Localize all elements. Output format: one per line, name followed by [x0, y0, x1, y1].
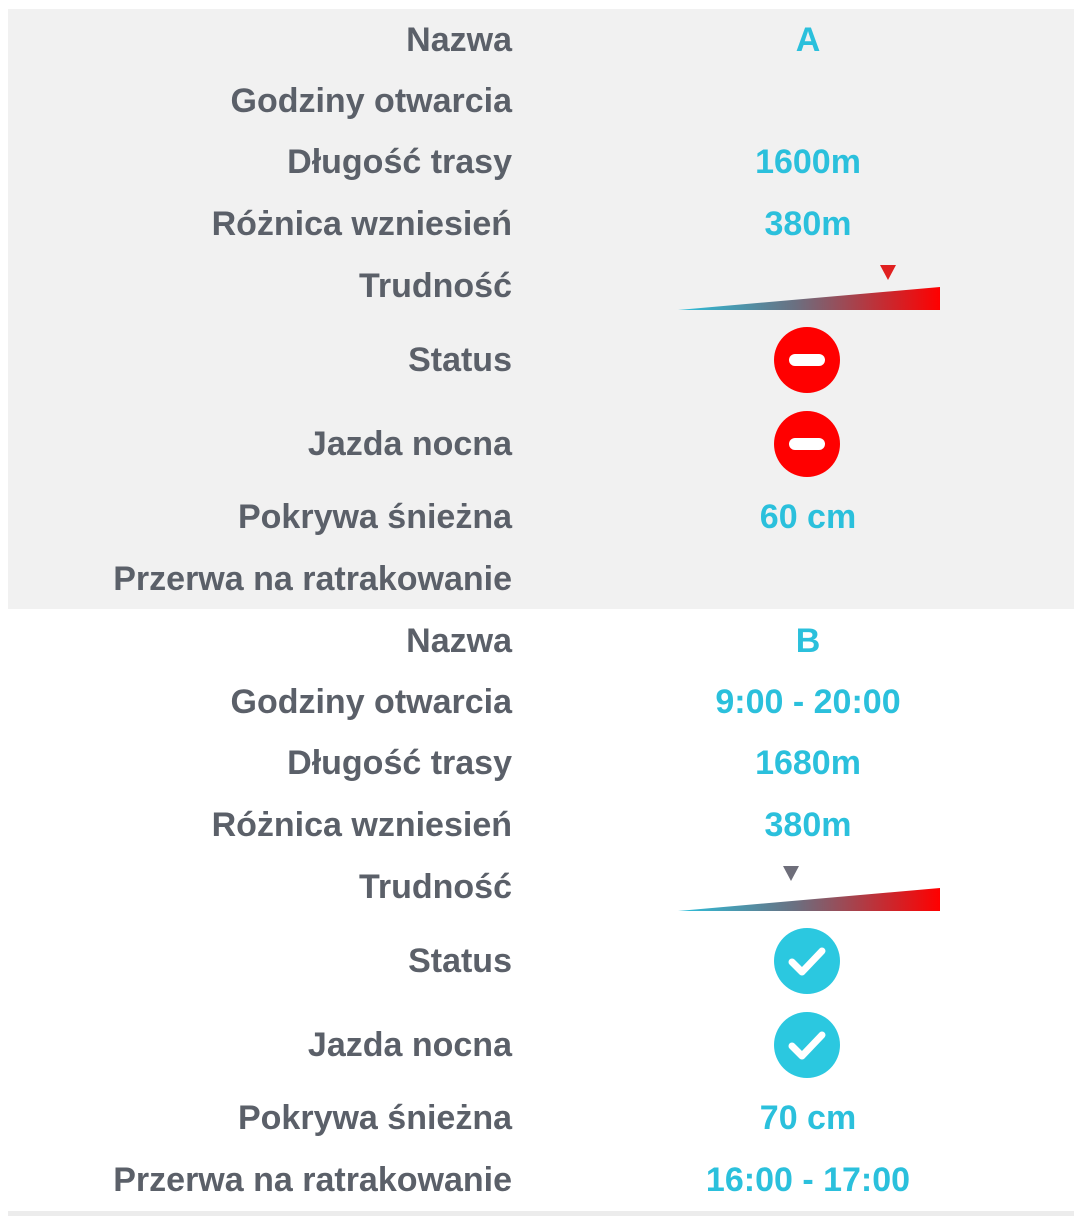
label-night: Jazda nocna	[307, 425, 512, 463]
row-snow: Pokrywa śnieżna 70 cm	[8, 1087, 1074, 1149]
label-difficulty: Trudność	[358, 868, 512, 906]
divider	[8, 1211, 1074, 1216]
label-name: Nazwa	[406, 622, 512, 660]
label-grooming: Przerwa na ratrakowanie	[113, 560, 512, 598]
label-night: Jazda nocna	[307, 1026, 512, 1064]
difficulty-meter	[678, 265, 940, 310]
check-icon	[774, 928, 840, 994]
value-hours	[608, 70, 1008, 132]
label-grooming: Przerwa na ratrakowanie	[113, 1161, 512, 1199]
value-grooming: 16:00 - 17:00	[705, 1161, 911, 1199]
row-length: Długość trasy 1680m	[8, 732, 1074, 794]
no-entry-icon	[774, 411, 840, 477]
row-elevation: Różnica wzniesień 380m	[8, 794, 1074, 856]
label-status: Status	[408, 942, 512, 980]
open-status-icon	[773, 927, 841, 995]
no-entry-icon	[774, 327, 840, 393]
value-name: B	[795, 622, 821, 660]
label-status: Status	[408, 341, 512, 379]
closed-status-icon	[773, 326, 841, 394]
value-hours: 9:00 - 20:00	[715, 683, 901, 721]
value-grooming	[608, 548, 1008, 610]
row-hours: Godziny otwarcia 9:00 - 20:00	[8, 671, 1074, 733]
row-grooming: Przerwa na ratrakowanie	[8, 548, 1074, 610]
open-night-icon	[773, 1011, 841, 1079]
label-length: Długość trasy	[287, 744, 512, 782]
value-snow: 70 cm	[759, 1099, 857, 1137]
row-name: Nazwa A	[8, 9, 1074, 71]
row-elevation: Różnica wzniesień 380m	[8, 193, 1074, 255]
row-grooming: Przerwa na ratrakowanie 16:00 - 17:00	[8, 1149, 1074, 1211]
row-hours: Godziny otwarcia	[8, 70, 1074, 132]
value-elevation: 380m	[764, 806, 852, 844]
value-length: 1680m	[755, 744, 861, 782]
value-length: 1600m	[755, 143, 861, 181]
label-hours: Godziny otwarcia	[230, 683, 513, 721]
row-night: Jazda nocna	[8, 410, 1074, 478]
slope-card-a: Nazwa A Godziny otwarcia Długość trasy 1…	[8, 9, 1074, 609]
difficulty-meter	[678, 866, 940, 911]
row-difficulty: Trudność	[8, 255, 1074, 317]
value-elevation: 380m	[764, 205, 852, 243]
value-snow: 60 cm	[759, 498, 857, 536]
row-name: Nazwa B	[8, 610, 1074, 672]
label-snow: Pokrywa śnieżna	[237, 498, 512, 536]
label-hours: Godziny otwarcia	[230, 82, 513, 120]
label-length: Długość trasy	[287, 143, 512, 181]
slope-card-b: Nazwa B Godziny otwarcia 9:00 - 20:00 Dł…	[8, 610, 1074, 1210]
value-name: A	[795, 21, 821, 59]
label-difficulty: Trudność	[358, 267, 512, 305]
row-status: Status	[8, 326, 1074, 394]
label-snow: Pokrywa śnieżna	[237, 1099, 512, 1137]
difficulty-marker-icon	[783, 866, 799, 881]
row-status: Status	[8, 927, 1074, 995]
label-elevation: Różnica wzniesień	[211, 205, 512, 243]
difficulty-scale	[678, 888, 940, 911]
row-length: Długość trasy 1600m	[8, 131, 1074, 193]
closed-night-icon	[773, 410, 841, 478]
row-difficulty: Trudność	[8, 856, 1074, 918]
difficulty-scale	[678, 287, 940, 310]
label-name: Nazwa	[406, 21, 512, 59]
check-icon	[774, 1012, 840, 1078]
label-elevation: Różnica wzniesień	[211, 806, 512, 844]
row-night: Jazda nocna	[8, 1011, 1074, 1079]
row-snow: Pokrywa śnieżna 60 cm	[8, 486, 1074, 548]
difficulty-marker-icon	[880, 265, 896, 280]
